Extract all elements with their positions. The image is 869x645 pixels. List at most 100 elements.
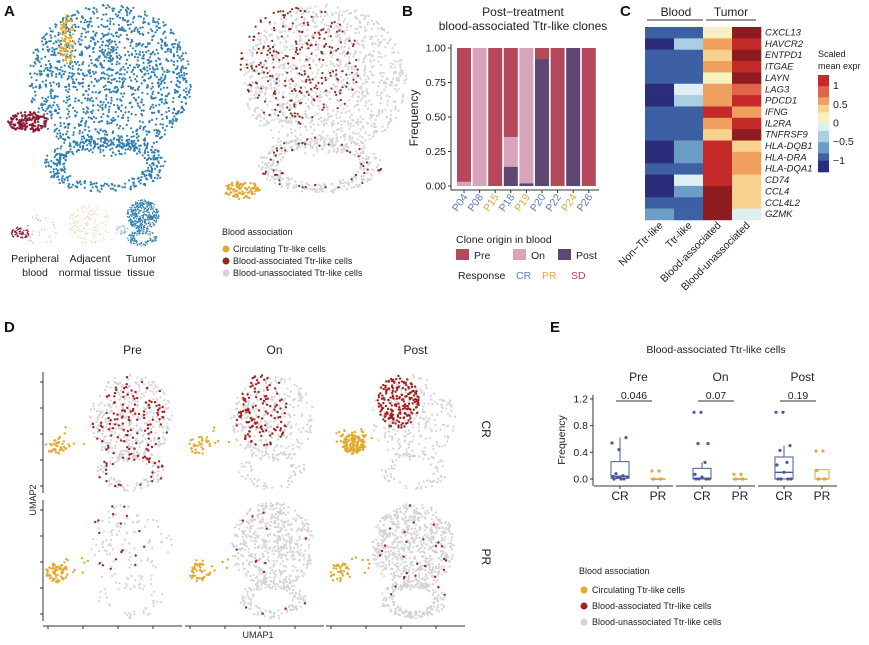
umap-point	[324, 76, 327, 79]
umap-point	[351, 136, 354, 139]
heatmap-cell-IFNG-1	[674, 106, 704, 119]
umap-point	[275, 79, 278, 82]
x-tick-label: P26	[575, 192, 596, 214]
umap-point	[276, 117, 279, 120]
umap-point	[321, 147, 324, 150]
umap-point	[120, 135, 123, 138]
umap-point	[228, 193, 231, 196]
umap-point	[89, 218, 91, 220]
umap-point	[139, 178, 142, 182]
umap-point	[155, 134, 158, 137]
umap-point	[268, 179, 271, 182]
umap-point	[153, 129, 156, 132]
umap-point	[141, 221, 144, 223]
umap-point	[327, 25, 330, 28]
colorbar-segment	[818, 108, 829, 113]
umap-point	[51, 89, 54, 92]
umap-point	[46, 127, 50, 130]
umap-point	[257, 94, 261, 97]
umap-point	[52, 42, 55, 45]
umap-point	[380, 26, 383, 29]
umap-point	[368, 161, 371, 164]
umap-point	[64, 47, 67, 50]
umap-point	[68, 28, 72, 31]
umap-point	[324, 10, 327, 14]
umap-point	[106, 4, 109, 7]
umap-point	[108, 215, 110, 217]
umap-point	[86, 223, 88, 225]
umap-point	[50, 84, 53, 87]
umap-point	[64, 159, 67, 162]
umap-point	[353, 73, 356, 76]
umap-point	[114, 85, 117, 88]
umap-point	[106, 120, 109, 123]
umap-point	[337, 14, 341, 17]
umap-point	[317, 123, 320, 126]
umap-point	[43, 125, 46, 128]
umap-point	[311, 139, 314, 142]
umap-point	[159, 169, 162, 172]
umap-point	[151, 38, 154, 42]
umap-point	[97, 132, 101, 135]
umap-point	[349, 125, 352, 128]
umap-point	[274, 43, 277, 47]
umap-point	[119, 226, 121, 228]
umap-point	[132, 96, 135, 99]
umap-point	[276, 75, 279, 78]
umap-point	[279, 105, 282, 108]
bar-pre-P18	[503, 48, 518, 138]
umap-point	[116, 229, 118, 231]
umap-point	[360, 177, 363, 181]
umap-point	[157, 109, 160, 112]
umap-point	[311, 132, 314, 135]
umap-point	[79, 120, 83, 123]
umap-point	[147, 23, 150, 26]
umap-point	[323, 37, 326, 40]
umap-point	[309, 141, 312, 144]
bar-post-P20	[535, 59, 549, 186]
umap-point	[148, 206, 150, 208]
umap-point	[155, 220, 157, 222]
umap-point	[150, 428, 153, 431]
umap-point	[56, 147, 59, 150]
legend-b-response-pr: PR	[542, 270, 557, 282]
umap-point	[164, 74, 167, 77]
umap-point	[184, 90, 188, 93]
heatmap-cell-ITGAE-3	[732, 61, 762, 73]
umap-point	[116, 230, 118, 232]
umap-point	[357, 123, 360, 126]
umap-point	[83, 186, 86, 189]
umap-point	[79, 43, 82, 46]
umap-point	[241, 190, 244, 193]
umap-point	[133, 242, 135, 244]
umap-point	[189, 83, 192, 87]
umap-point	[131, 209, 133, 211]
colorbar-tick-label: −1	[833, 155, 845, 167]
umap-point	[50, 241, 52, 243]
thumb-label-1a: Peripheral	[11, 253, 59, 265]
umap-point	[282, 20, 285, 23]
umap-point	[267, 152, 270, 155]
umap-point	[88, 204, 90, 206]
umap-point	[272, 169, 275, 172]
umap-point	[323, 183, 326, 187]
umap-point	[72, 140, 75, 144]
umap-point	[68, 85, 71, 88]
umap-point	[282, 113, 285, 116]
umap-point	[262, 45, 265, 48]
umap-point	[161, 118, 164, 121]
umap-point	[146, 58, 149, 62]
umap-point	[144, 125, 147, 128]
umap-point	[276, 98, 279, 101]
umap-point	[154, 214, 157, 216]
umap-point	[44, 83, 48, 86]
umap-point	[37, 50, 40, 53]
umap-point	[153, 74, 156, 77]
umap-point	[313, 136, 317, 139]
umap-point	[66, 126, 70, 129]
umap-point	[80, 225, 82, 227]
umap-point	[399, 74, 402, 77]
umap-point	[273, 90, 276, 93]
umap-point	[49, 111, 52, 114]
umap-point	[76, 10, 79, 13]
